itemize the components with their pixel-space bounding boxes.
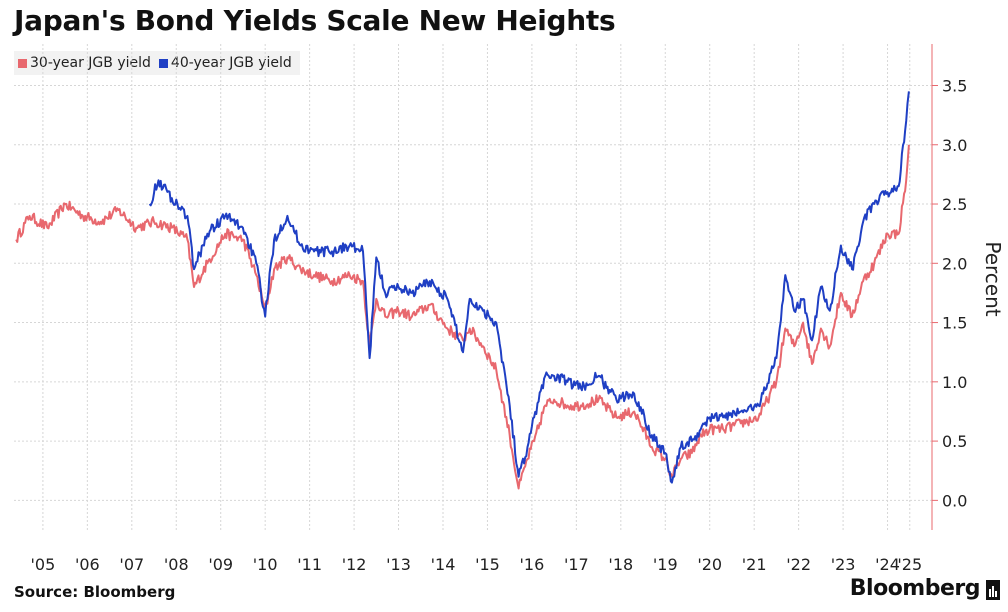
series-lines [15,91,910,490]
x-tick-label: '15 [475,555,500,574]
y-tick-label: 0.0 [942,491,967,510]
source-note: Source: Bloomberg [14,583,176,601]
x-tick-label: '20 [697,555,722,574]
x-tick-label: '22 [786,555,811,574]
x-tick-label: '23 [831,555,856,574]
x-tick-label: '24 [875,555,900,574]
legend: 30-year JGB yield 40-year JGB yield [14,51,300,75]
y-tick-label: 1.0 [942,373,967,392]
x-tick-label: '25 [897,555,922,574]
grid-lines [14,44,932,530]
y-axis-title: Percent [981,241,1005,316]
x-tick-label: '21 [742,555,767,574]
legend-swatch-40y [158,58,168,68]
chart-title: Japan's Bond Yields Scale New Heights [14,4,616,37]
legend-item-40y: 40-year JGB yield [158,55,292,71]
legend-label-40y: 40-year JGB yield [170,55,292,71]
x-tick-label: '11 [297,555,322,574]
series-line-40y [148,91,910,484]
y-tick-label: 3.0 [942,136,967,155]
legend-item-30y: 30-year JGB yield [18,55,151,71]
x-tick-label: '09 [208,555,233,574]
x-tick-label: '05 [31,555,56,574]
legend-swatch-30y [18,58,27,68]
x-tick-label: '07 [119,555,144,574]
y-tick-label: 2.5 [942,195,967,214]
series-line-30y [15,144,910,490]
x-tick-label: '18 [608,555,633,574]
x-tick-label: '19 [653,555,678,574]
bloomberg-logo: Bloomberg [849,576,981,601]
legend-label-30y: 30-year JGB yield [30,55,151,71]
x-tick-label: '13 [386,555,411,574]
x-tick-label: '16 [520,555,545,574]
x-tick-label: '10 [253,555,278,574]
y-tick-label: 2.0 [942,254,967,273]
axes: 0.0 0.5 1.0 1.5 2.0 2.5 3.0 3.5 '05 '06 '07 '08 '09 '… [31,44,1005,574]
y-tick-label: 1.5 [942,314,967,333]
x-tick-label: '06 [75,555,100,574]
bloomberg-mark-icon [986,580,1000,600]
x-tick-label: '17 [564,555,589,574]
x-tick-label: '08 [164,555,189,574]
x-tick-label: '12 [342,555,367,574]
x-tick-label: '14 [431,555,456,574]
y-tick-label: 3.5 [942,76,967,95]
y-tick-label: 0.5 [942,432,967,451]
